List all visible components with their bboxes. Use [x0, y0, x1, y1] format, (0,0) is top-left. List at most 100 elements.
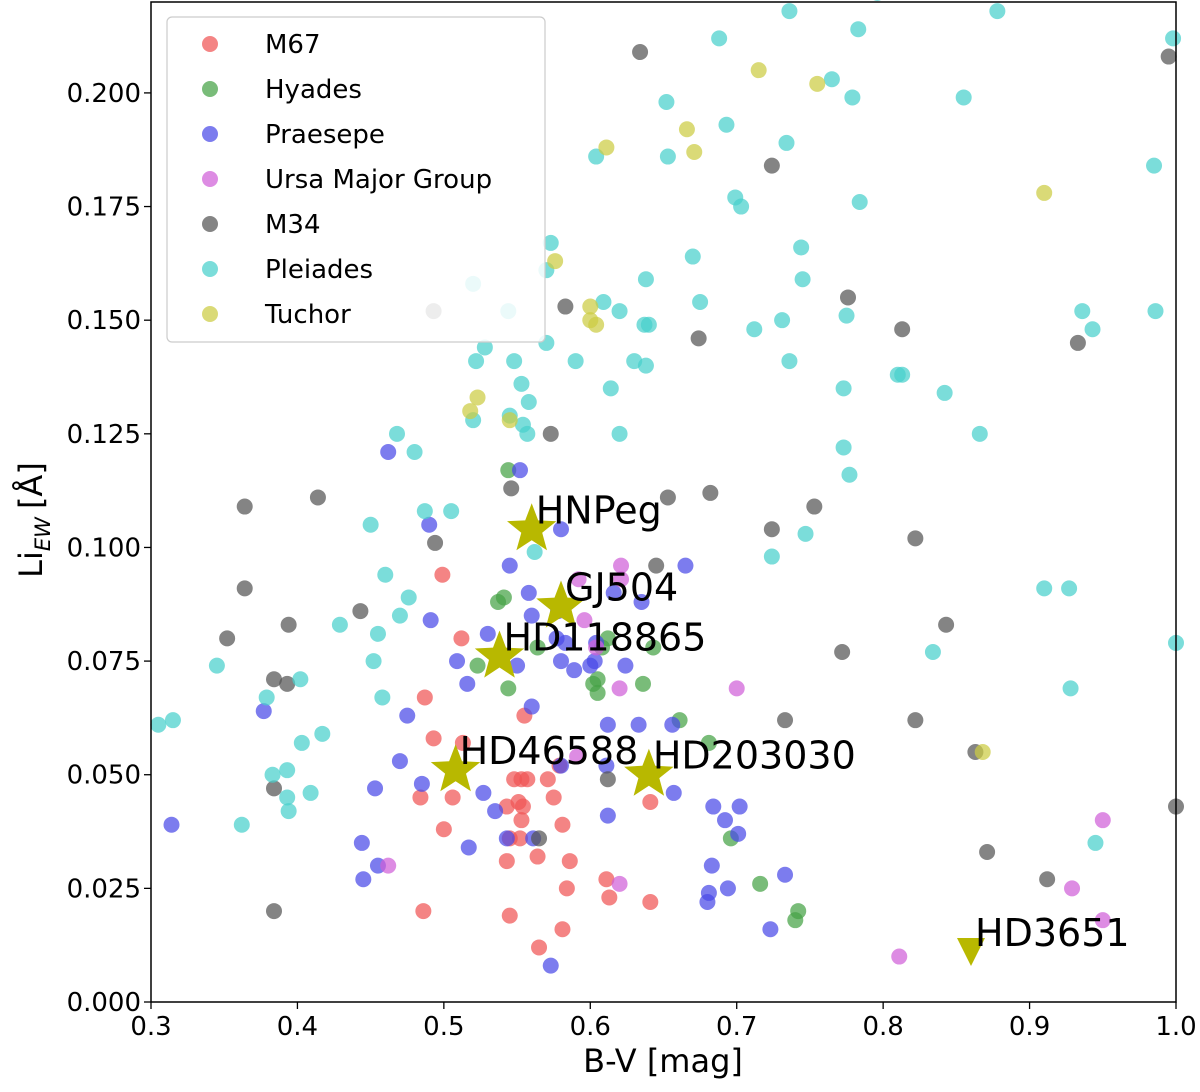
data-point-pleiades: [331, 616, 348, 633]
data-point-praesepe: [553, 757, 569, 774]
data-point-m34: [427, 534, 444, 551]
data-point-m67: [598, 871, 615, 888]
data-point-praesepe: [498, 830, 515, 847]
data-point-praesepe: [699, 894, 716, 910]
y-tick-label: 0.150: [67, 306, 141, 336]
data-point-praesepe: [553, 521, 569, 538]
data-point-pleiades: [389, 425, 405, 442]
data-point-praesepe: [705, 798, 722, 815]
data-point-pleiades: [293, 734, 310, 751]
data-point-pleiades: [659, 148, 676, 165]
triangle-marker-hd3651: [957, 938, 985, 966]
data-point-m34: [1039, 871, 1056, 888]
legend-marker-m67: [202, 36, 218, 52]
data-point-pleiades: [506, 353, 523, 370]
y-tick-label: 0.000: [67, 988, 141, 1018]
data-point-ursa-major-group: [611, 875, 628, 892]
data-point-pleiades: [595, 294, 612, 310]
data-point-m67: [513, 812, 530, 829]
data-point-praesepe: [449, 653, 466, 670]
data-point-hyades: [589, 671, 606, 688]
data-point-m34: [279, 675, 296, 692]
data-point-m34: [599, 771, 616, 788]
data-point-hyades: [700, 734, 717, 751]
x-tick-label: 0.7: [716, 1012, 757, 1042]
x-tick-label: 0.6: [570, 1012, 611, 1042]
data-point-pleiades: [774, 312, 791, 329]
data-point-pleiades: [1147, 303, 1164, 320]
legend-label-m67: M67: [265, 30, 321, 60]
data-point-hyades: [500, 462, 517, 479]
data-point-ursa-major-group: [613, 571, 630, 588]
data-point-pleiades: [567, 353, 584, 370]
y-tick-label: 0.175: [67, 193, 141, 223]
data-point-pleiades: [374, 689, 391, 706]
data-point-hyades: [635, 675, 651, 692]
data-point-m67: [435, 821, 452, 838]
data-point-praesepe: [586, 653, 603, 670]
data-point-praesepe: [557, 634, 574, 651]
data-point-praesepe: [460, 839, 477, 856]
data-point-praesepe: [664, 716, 681, 733]
data-point-praesepe: [475, 784, 492, 801]
data-point-praesepe: [479, 625, 496, 642]
data-point-praesepe: [520, 584, 537, 601]
data-point-pleiades: [955, 89, 972, 106]
data-point-pleiades: [781, 353, 798, 370]
data-point-tuchor: [598, 139, 615, 156]
data-point-m67: [415, 903, 432, 920]
data-point-pleiades: [1165, 30, 1182, 47]
star-marker-hd46588: [430, 744, 481, 792]
data-point-praesepe: [731, 798, 748, 815]
data-point-pleiades: [684, 248, 701, 265]
data-point-ursa-major-group: [611, 680, 628, 697]
y-axis-title-unit: [Å]: [12, 462, 50, 509]
data-point-m67: [642, 794, 659, 810]
data-point-praesepe: [630, 716, 647, 733]
data-point-tuchor: [686, 144, 703, 160]
data-point-m67: [514, 798, 531, 815]
data-point-tuchor: [547, 253, 564, 270]
series-m67: [412, 566, 659, 956]
data-point-m34: [763, 157, 780, 174]
data-point-praesepe: [523, 698, 540, 715]
data-point-pleiades: [1087, 834, 1104, 851]
data-point-pleiades: [794, 271, 811, 288]
legend-box: [166, 16, 546, 343]
x-axis: 0.3 0.4 0.5 0.6 0.7 0.8 0.9 1.0: [130, 1002, 1197, 1042]
data-point-pleiades: [520, 394, 537, 410]
data-point-pleiades: [443, 503, 460, 520]
data-point-praesepe: [380, 444, 397, 460]
y-tick-label: 0.075: [67, 647, 141, 677]
data-point-m34: [979, 844, 996, 860]
data-point-pleiades: [400, 589, 417, 606]
series-m34: [219, 44, 1184, 920]
x-tick-label: 0.4: [277, 1012, 318, 1042]
data-point-m34: [352, 603, 369, 620]
legend-marker-m34: [202, 216, 218, 232]
data-point-praesepe: [605, 584, 622, 601]
data-point-praesepe: [487, 803, 504, 820]
data-point-praesepe: [599, 716, 616, 733]
data-point-praesepe: [255, 703, 272, 720]
data-point-praesepe: [163, 816, 180, 833]
y-tick-label: 0.200: [67, 79, 141, 109]
data-point-ursa-major-group: [380, 857, 397, 874]
data-point-m67: [434, 566, 451, 583]
data-point-pleiades: [1036, 580, 1053, 597]
data-point-pleiades: [542, 234, 559, 251]
data-point-pleiades: [279, 789, 296, 806]
data-point-pleiades: [526, 544, 543, 560]
data-point-m67: [601, 889, 618, 906]
data-point-ursa-major-group: [588, 639, 605, 656]
data-point-m67: [501, 907, 518, 924]
data-point-m67: [554, 921, 571, 938]
data-point-m34: [236, 580, 253, 597]
data-point-m67: [554, 816, 571, 833]
data-point-m34: [1160, 48, 1177, 65]
data-point-m67: [539, 771, 556, 788]
data-point-tuchor: [1036, 184, 1053, 201]
data-point-hyades: [589, 684, 606, 701]
data-point-m34: [236, 498, 253, 515]
data-point-ursa-major-group: [891, 948, 908, 965]
